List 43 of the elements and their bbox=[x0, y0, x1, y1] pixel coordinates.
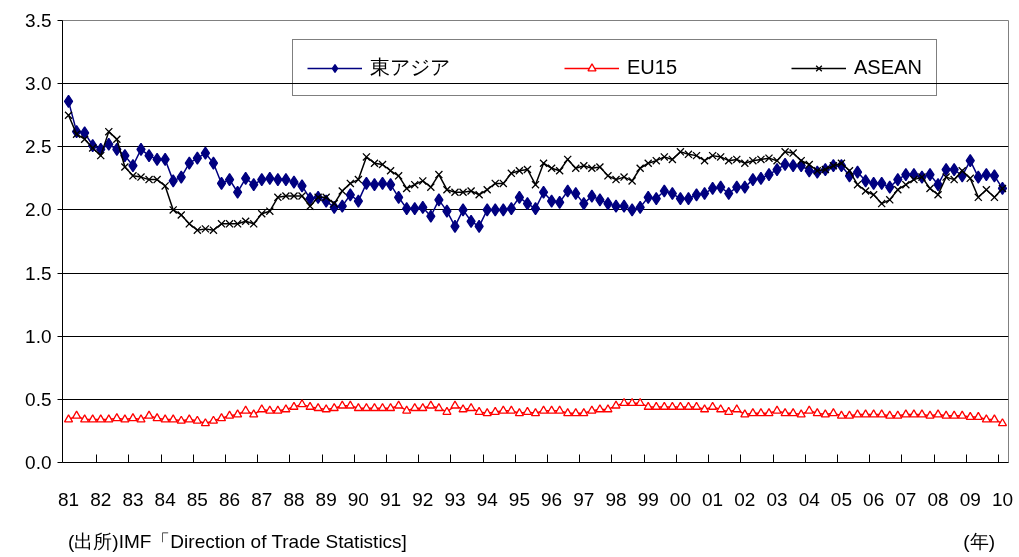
x-tick-label: 88 bbox=[283, 488, 305, 510]
x-tick-label: 01 bbox=[702, 488, 724, 510]
y-tick-label: 2.5 bbox=[25, 136, 52, 158]
x-axis-title: (年) bbox=[962, 530, 996, 554]
x-tick-label: 90 bbox=[347, 488, 369, 510]
x-tick-label: 96 bbox=[541, 488, 563, 510]
x-tick-label: 98 bbox=[605, 488, 627, 510]
x-tick-label: 83 bbox=[122, 488, 144, 510]
x-tick-label: 02 bbox=[734, 488, 756, 510]
y-tick-label: 3.5 bbox=[25, 10, 52, 31]
x-tick-label: 04 bbox=[798, 488, 821, 510]
x-tick-label: 84 bbox=[154, 488, 177, 510]
y-tick-label: 2.0 bbox=[25, 199, 52, 221]
x-tick-label: 03 bbox=[766, 488, 788, 510]
x-tick-label: 07 bbox=[895, 488, 917, 510]
x-tick-label: 92 bbox=[412, 488, 434, 510]
legend-label: ASEAN bbox=[854, 56, 922, 79]
x-tick-label: 06 bbox=[863, 488, 885, 510]
x-tick-label: 05 bbox=[830, 488, 853, 510]
x-tick-label: 93 bbox=[444, 488, 466, 510]
y-tick-label: 3.0 bbox=[25, 73, 52, 95]
y-tick-label: 0.0 bbox=[25, 452, 52, 473]
legend-label: 東アジア bbox=[370, 55, 450, 80]
x-tick-label: 00 bbox=[669, 488, 691, 510]
y-tick-label: 1.5 bbox=[25, 262, 52, 284]
x-tick-label: 97 bbox=[573, 488, 595, 510]
x-tick-label: 10 bbox=[991, 488, 1014, 510]
x-tick-label: 86 bbox=[218, 488, 241, 510]
y-tick-label: 0.5 bbox=[25, 388, 52, 410]
x-tick-label: 82 bbox=[90, 488, 112, 510]
x-tick-label: 89 bbox=[315, 488, 337, 510]
text: (出所)IMF「Direction of Trade Statistics] bbox=[67, 530, 407, 554]
x-tick-label: 87 bbox=[251, 488, 273, 510]
x-tick-label: 81 bbox=[57, 488, 80, 510]
x-tick-label: 08 bbox=[927, 488, 949, 510]
legend-label: EU15 bbox=[627, 56, 678, 79]
x-tick-label: 09 bbox=[959, 488, 981, 510]
x-tick-label: 91 bbox=[380, 488, 402, 510]
x-tick-label: 94 bbox=[476, 488, 499, 510]
x-tick-label: 85 bbox=[186, 488, 208, 510]
y-tick-label: 1.0 bbox=[25, 325, 52, 347]
x-tick-label: 95 bbox=[508, 488, 530, 510]
x-tick-label: 99 bbox=[637, 488, 659, 510]
